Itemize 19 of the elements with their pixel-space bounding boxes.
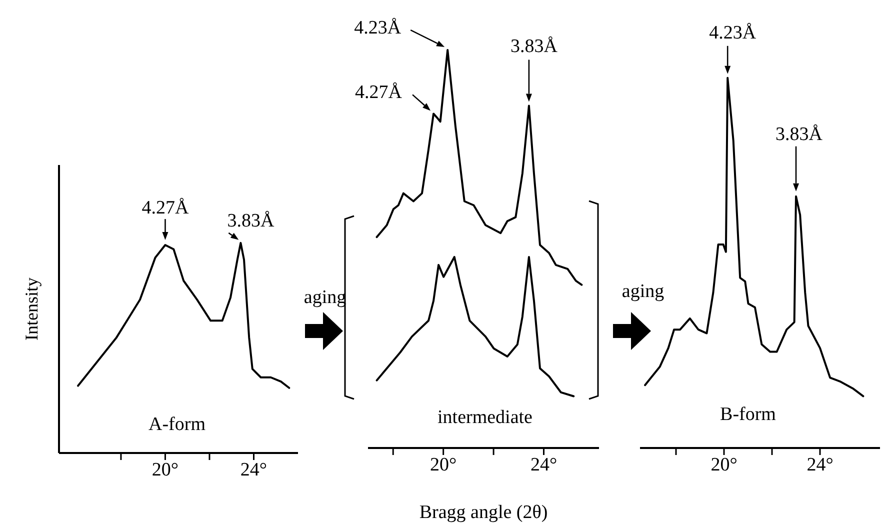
x-tick-label: 20° bbox=[710, 454, 738, 476]
annotation: 4.27Å bbox=[142, 198, 189, 219]
annotation: 3.83Å bbox=[510, 36, 558, 58]
x-tick-label: 24° bbox=[530, 454, 558, 476]
x-axis-title: Bragg angle (2θ) bbox=[419, 502, 548, 523]
x-tick-label: 20° bbox=[430, 454, 457, 476]
annotation: aging bbox=[620, 280, 666, 304]
x-tick-label: 24° bbox=[806, 454, 834, 476]
y-axis-title: Intensity bbox=[21, 278, 42, 340]
text: B-form bbox=[719, 403, 777, 427]
x-tick-label: 24° bbox=[240, 459, 268, 480]
annotation: 4.27Å bbox=[355, 82, 402, 104]
x-tick-label: 20° bbox=[152, 459, 179, 480]
annotation: 3.83Å bbox=[776, 124, 823, 145]
annotation: 4.23Å bbox=[709, 22, 756, 44]
text: intermediate bbox=[436, 406, 534, 430]
text: A-form bbox=[148, 413, 206, 437]
annotation: 3.83Å bbox=[227, 210, 274, 232]
annotation: 4.23Å bbox=[354, 18, 402, 39]
